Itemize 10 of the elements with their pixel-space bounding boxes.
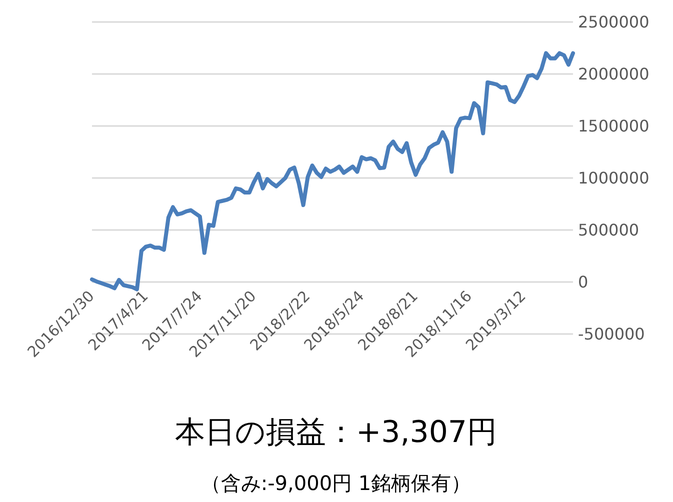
text: （含み:-9,000円 1銘柄保有） (200, 471, 472, 495)
line-series (90, 51, 575, 292)
y-tick-label: 1000000 (578, 168, 650, 188)
y-tick-label: 1500000 (578, 116, 650, 136)
y-tick-label: -500000 (578, 324, 645, 344)
y-tick-label: 2500000 (578, 12, 650, 32)
text: 本日の損益：+3,307円 (174, 415, 498, 450)
y-tick-label: 0 (578, 272, 588, 292)
y-tick-label: 2000000 (578, 64, 650, 84)
y-tick-label: 500000 (578, 220, 640, 240)
